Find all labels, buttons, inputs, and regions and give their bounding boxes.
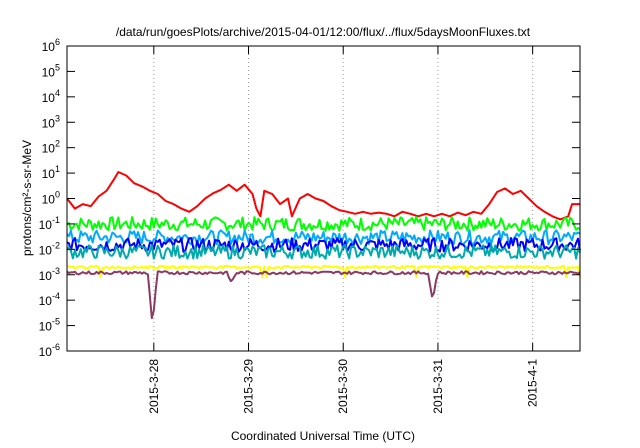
y-tick-label: 10-3 (39, 266, 60, 283)
y-tick-label: 105 (42, 62, 60, 79)
y-tick-label: 103 (42, 113, 60, 130)
series-line-1 (66, 171, 580, 221)
y-tick-label: 10-2 (39, 240, 60, 257)
x-axis-ticks: 2015-3-28 2015-3-29 2015-3-30 2015-3-31 2015… (147, 46, 540, 414)
grid-lines (153, 46, 534, 351)
chart-title: /data/run/goesPlots/archive/2015-04-01/1… (116, 25, 531, 39)
y-axis-label: protons/cm²-s-sr-MeV (20, 140, 34, 256)
x-tick-label: 2015-3-28 (147, 359, 161, 414)
x-tick-label: 2015-3-30 (336, 359, 350, 414)
series-line-2 (66, 216, 581, 232)
series-line-6 (66, 264, 581, 279)
y-tick-label: 10-5 (39, 317, 60, 334)
y-tick-label: 10-4 (39, 291, 60, 308)
series-line-7 (66, 270, 581, 320)
y-tick-label: 102 (42, 139, 60, 156)
data-series (66, 171, 581, 320)
series-line-5 (66, 243, 581, 260)
y-tick-label: 106 (42, 37, 60, 54)
x-tick-label: 2015-3-29 (242, 359, 256, 414)
series-line-3 (66, 229, 581, 246)
y-tick-label: 10-1 (39, 215, 60, 232)
x-tick-label: 2015-4-1 (526, 359, 540, 407)
x-axis-label: Coordinated Universal Time (UTC) (231, 429, 415, 443)
y-tick-label: 100 (42, 190, 60, 207)
x-tick-label: 2015-3-31 (431, 359, 445, 414)
plot-frame (66, 45, 581, 352)
y-axis-ticks: 10-6 10-5 10-4 10-3 10-2 10-1 100 101 102 103 104 1… (39, 37, 580, 359)
y-tick-label: 10-6 (39, 342, 60, 359)
y-tick-label: 101 (42, 164, 60, 181)
y-tick-label: 104 (42, 88, 60, 105)
